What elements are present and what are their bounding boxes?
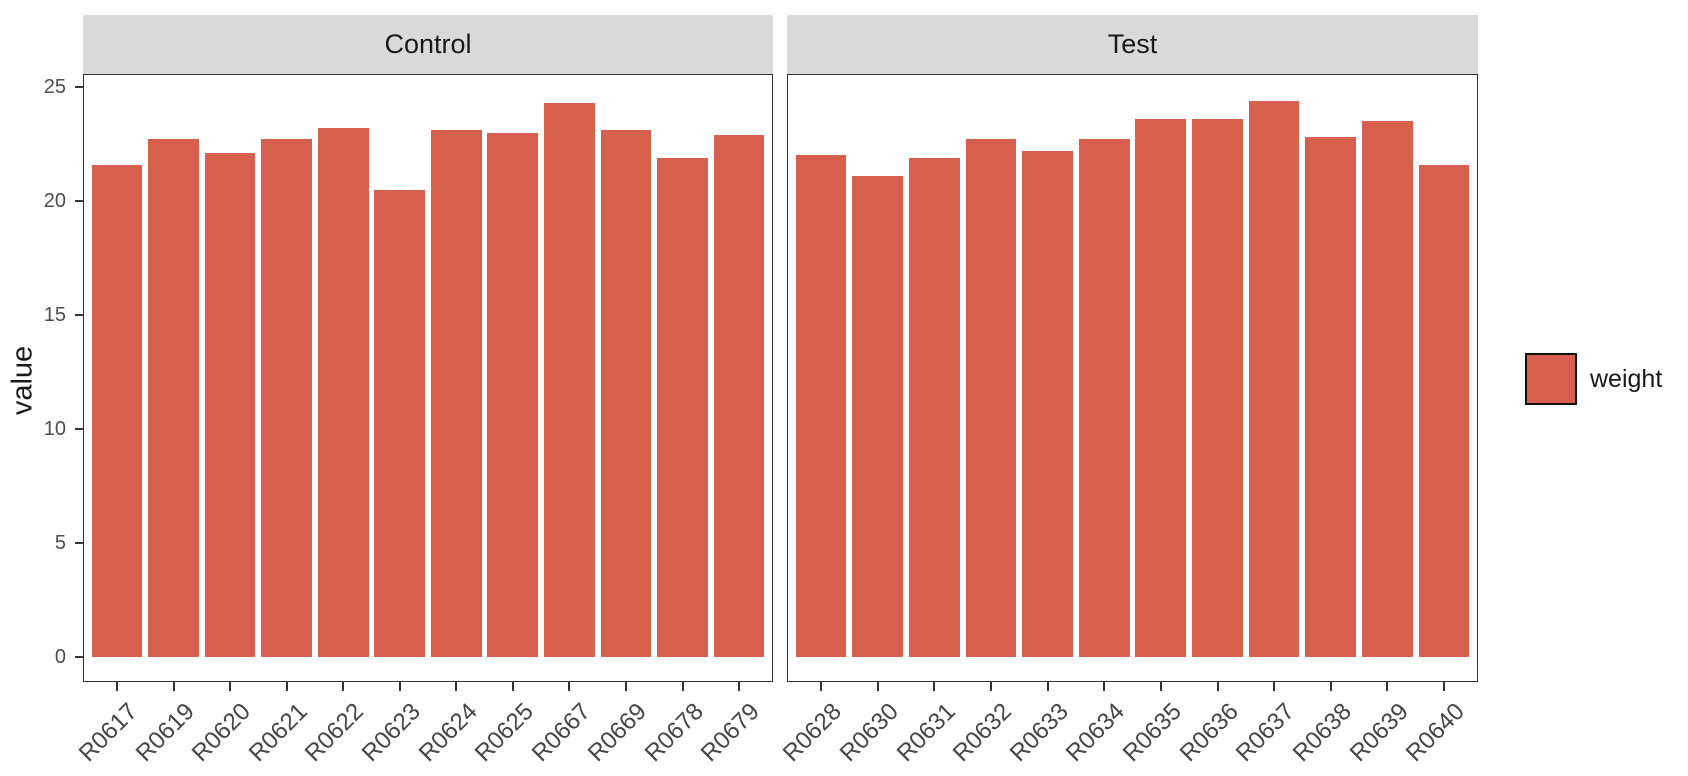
x-axis-tick: [342, 682, 345, 691]
bar: [1248, 100, 1300, 657]
x-axis-label: R0638: [1287, 698, 1357, 768]
x-axis-label: R0625: [469, 698, 539, 768]
bar: [1022, 150, 1073, 657]
legend-label: weight: [1590, 364, 1663, 393]
x-axis-label: R0678: [639, 698, 709, 768]
bar: [374, 189, 426, 657]
x-axis-tick: [876, 682, 879, 691]
facet-strip-label: Control: [384, 29, 472, 59]
x-axis-label: R0669: [582, 698, 653, 768]
bar: [965, 139, 1017, 657]
bar: [430, 130, 482, 657]
x-axis-tick: [1443, 682, 1445, 691]
x-axis-tick: [1273, 682, 1276, 691]
bar: [1135, 118, 1187, 657]
bar: [657, 157, 708, 657]
y-axis-tick: [75, 656, 83, 658]
x-axis-label: R0617: [73, 698, 143, 768]
x-axis-tick: [933, 682, 936, 691]
x-axis-tick: [738, 682, 741, 691]
x-axis-tick: [229, 682, 231, 691]
bar: [148, 139, 199, 657]
bar: [1361, 121, 1413, 657]
x-axis-label: R0623: [356, 698, 426, 768]
bar: [852, 175, 904, 657]
bar: [908, 157, 960, 657]
x-axis-tick: [568, 682, 571, 691]
y-axis-tick: [75, 86, 83, 88]
y-axis-label: 0: [54, 646, 66, 668]
x-axis-tick: [1103, 682, 1106, 691]
y-axis-label: 5: [54, 532, 66, 554]
y-axis-tick: [75, 428, 83, 430]
x-axis-tick: [625, 682, 627, 691]
x-axis-label: R0635: [1117, 698, 1187, 768]
x-axis-label: R0639: [1344, 698, 1414, 768]
x-axis-label: R0630: [834, 698, 904, 768]
x-axis-label: R0667: [526, 698, 596, 768]
x-axis-tick: [989, 682, 992, 691]
x-axis-label: R0632: [947, 698, 1017, 768]
facet-strip: Test: [787, 15, 1478, 74]
x-axis-label: R0620: [186, 698, 257, 768]
facet-strip: Control: [83, 15, 773, 74]
y-axis-tick: [75, 200, 83, 202]
x-axis-tick: [455, 682, 458, 691]
bar: [1078, 139, 1130, 657]
x-axis-tick: [681, 682, 684, 691]
x-axis-tick: [398, 682, 401, 691]
x-axis-label: R0622: [300, 698, 370, 768]
x-axis-label: R0679: [696, 698, 766, 768]
x-axis-label: R0624: [413, 698, 483, 768]
x-axis-label: R0640: [1400, 698, 1471, 768]
x-axis-label: R0636: [1174, 698, 1244, 768]
x-axis-label: R0619: [130, 698, 200, 768]
y-axis-label: 10: [43, 418, 66, 440]
bar: [713, 134, 765, 657]
bar: [261, 139, 313, 657]
bar: [317, 128, 369, 657]
bar: [1418, 164, 1470, 657]
bar: [204, 153, 256, 657]
x-axis-tick: [285, 682, 288, 691]
x-axis-label: R0628: [777, 698, 848, 768]
x-axis-tick: [1216, 682, 1219, 691]
bar: [91, 164, 143, 657]
y-axis-tick: [75, 314, 83, 316]
x-axis-tick: [1159, 682, 1162, 691]
y-axis-label: 20: [43, 190, 66, 212]
bar: [487, 132, 539, 657]
x-axis-label: R0631: [891, 698, 961, 768]
bar: [543, 103, 595, 657]
x-axis-label: R0637: [1231, 698, 1301, 768]
x-axis-label: R0633: [1004, 698, 1074, 768]
x-axis-label: R0634: [1061, 698, 1131, 768]
legend-key-swatch: [1525, 353, 1577, 405]
bar: [600, 130, 652, 657]
x-axis-tick: [172, 682, 175, 691]
x-axis-tick: [1329, 682, 1332, 691]
x-axis-tick: [1386, 682, 1389, 691]
x-axis-tick: [115, 682, 118, 691]
x-axis-tick: [1046, 682, 1049, 691]
x-axis-tick: [511, 682, 514, 691]
x-axis-label: R0621: [243, 698, 313, 768]
bar: [1305, 137, 1357, 657]
facet-strip-label: Test: [1107, 29, 1158, 59]
y-axis-tick: [75, 542, 83, 544]
y-axis-label: 15: [43, 304, 66, 326]
x-axis-tick: [820, 682, 822, 691]
y-axis-label: 25: [43, 76, 66, 98]
bar: [795, 155, 847, 657]
bar: [1192, 118, 1243, 657]
